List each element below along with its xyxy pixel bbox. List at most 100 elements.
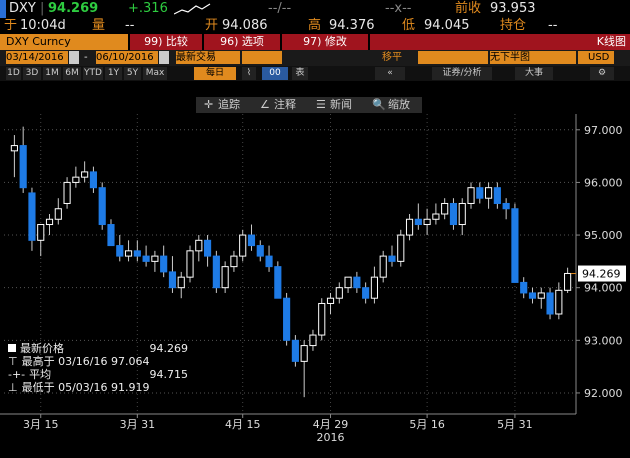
candle-body bbox=[362, 287, 370, 299]
news-icon[interactable]: ☰ bbox=[316, 98, 326, 111]
start-date-field[interactable]: 03/14/2016 bbox=[6, 51, 68, 64]
range-button-6m[interactable]: 6M bbox=[63, 67, 81, 80]
zoom-icon[interactable]: 🔍 bbox=[372, 98, 386, 111]
x-tick-label: 5月 31 bbox=[497, 418, 533, 431]
candle-body bbox=[221, 266, 229, 289]
candle-body bbox=[485, 187, 493, 199]
end-date-field[interactable]: 06/10/2016 bbox=[96, 51, 158, 64]
candle bbox=[564, 267, 572, 293]
candle-body bbox=[204, 239, 212, 257]
legend-low-label: 最低于 05/03/16 91.919 bbox=[21, 381, 150, 394]
options-button[interactable]: 96) 选项 bbox=[204, 34, 280, 50]
x-tick-label: 5月 16 bbox=[409, 418, 445, 431]
annotate-button[interactable]: 注释 bbox=[274, 98, 296, 111]
legend-high: ⊤ 最高于 03/16/16 97.064 bbox=[8, 355, 188, 368]
range-button-5y[interactable]: 5Y bbox=[124, 67, 141, 80]
events-button[interactable]: 大事 bbox=[515, 67, 553, 80]
candle bbox=[212, 250, 220, 293]
mode-extra[interactable] bbox=[242, 51, 282, 64]
frequency-select[interactable]: 每日 bbox=[194, 67, 236, 80]
candle bbox=[370, 266, 378, 304]
range-button-max[interactable]: Max bbox=[143, 67, 167, 80]
open-value: 94.086 bbox=[222, 18, 268, 33]
candle bbox=[72, 166, 80, 188]
analysis-button[interactable]: 证券/分析 bbox=[432, 67, 492, 80]
x-axis-year-label: 2016 bbox=[317, 431, 345, 444]
candle-body bbox=[432, 213, 440, 220]
average-line-icon: -+- bbox=[8, 368, 26, 381]
candle-body bbox=[370, 276, 378, 299]
calendar-icon-end[interactable] bbox=[159, 51, 169, 64]
gear-icon[interactable]: ⚙ bbox=[590, 67, 614, 80]
range-button-3d[interactable]: 3D bbox=[23, 67, 41, 80]
chart-type-label: K线图 bbox=[370, 34, 630, 50]
line-chart-icon[interactable]: ⌇ bbox=[242, 67, 256, 80]
candle bbox=[37, 224, 45, 257]
range-button-ytd[interactable]: YTD bbox=[83, 67, 103, 80]
candle bbox=[230, 250, 238, 272]
prev-close-label: 前收 bbox=[455, 1, 482, 16]
security-field[interactable]: DXY Curncy bbox=[0, 34, 128, 50]
candle-body bbox=[283, 297, 291, 341]
compare-button[interactable]: 99) 比较 bbox=[130, 34, 202, 50]
candle bbox=[458, 198, 466, 236]
candle bbox=[142, 245, 150, 267]
candle bbox=[98, 182, 106, 230]
last-price-swatch bbox=[8, 344, 16, 352]
candle bbox=[423, 208, 431, 236]
candle-body bbox=[493, 187, 501, 204]
candle bbox=[555, 282, 563, 320]
currency-select[interactable]: USD bbox=[588, 51, 614, 64]
low-value: 94.045 bbox=[424, 18, 470, 33]
legend-high-label: 最高于 03/16/16 97.064 bbox=[21, 355, 150, 368]
candle-body bbox=[476, 187, 484, 199]
calendar-icon[interactable] bbox=[69, 51, 79, 64]
candle bbox=[511, 203, 519, 283]
candle-body bbox=[81, 171, 89, 178]
time-value: 10:04d bbox=[20, 18, 66, 33]
candle bbox=[107, 219, 115, 247]
legend-last: 最新价格 94.269 bbox=[8, 342, 188, 355]
date-separator: - bbox=[84, 52, 88, 63]
last-price-box bbox=[578, 265, 626, 282]
volume-label: 量 bbox=[92, 18, 106, 33]
candle-body bbox=[10, 145, 18, 152]
candle-body bbox=[186, 250, 194, 278]
ticker[interactable]: DXY bbox=[9, 1, 36, 16]
nav-left-button[interactable]: « bbox=[375, 67, 405, 80]
modify-button[interactable]: 97) 修改 bbox=[282, 34, 368, 50]
candle bbox=[476, 182, 484, 204]
candle-body bbox=[151, 255, 159, 262]
candle-body bbox=[335, 287, 343, 299]
trend-field[interactable] bbox=[418, 51, 488, 64]
news-button[interactable]: 新闻 bbox=[330, 98, 352, 111]
table-button[interactable]: 表 bbox=[292, 67, 308, 80]
y-tick-label: 93.000 bbox=[584, 334, 623, 347]
candle bbox=[204, 235, 212, 267]
candle-body bbox=[309, 334, 317, 347]
prev-close-value: 93.953 bbox=[490, 1, 536, 16]
mode-select[interactable]: 最新交易 bbox=[176, 51, 240, 64]
lower-chart-select[interactable]: 无下半图 bbox=[490, 51, 576, 64]
price-chart[interactable]: 92.000 93.000 94.000 95.000 96.000 97.000 94.2… bbox=[0, 96, 630, 458]
candle bbox=[291, 335, 299, 367]
y-tick-label: 95.000 bbox=[584, 229, 623, 242]
range-button-1m[interactable]: 1M bbox=[43, 67, 61, 80]
range-button-1d[interactable]: 1D bbox=[6, 67, 21, 80]
track-button[interactable]: 追踪 bbox=[218, 98, 240, 111]
candle-body bbox=[405, 218, 414, 236]
y-tick-label: 97.000 bbox=[584, 124, 623, 137]
zoom-button[interactable]: 缩放 bbox=[388, 98, 410, 111]
candle-body bbox=[142, 255, 150, 262]
chart-type-select[interactable]: 00 bbox=[262, 67, 288, 80]
candle-body bbox=[441, 202, 449, 215]
range-button-1y[interactable]: 1Y bbox=[105, 67, 122, 80]
candle bbox=[186, 245, 194, 283]
crosshair-icon[interactable]: ✛ bbox=[204, 98, 214, 111]
annotate-icon[interactable]: ∠ bbox=[260, 98, 270, 111]
y-tick-label: 92.000 bbox=[584, 387, 623, 400]
last-price: 94.269 bbox=[48, 1, 99, 16]
candle bbox=[265, 245, 273, 272]
candle bbox=[133, 240, 141, 262]
position-label: 持仓 bbox=[500, 18, 527, 33]
